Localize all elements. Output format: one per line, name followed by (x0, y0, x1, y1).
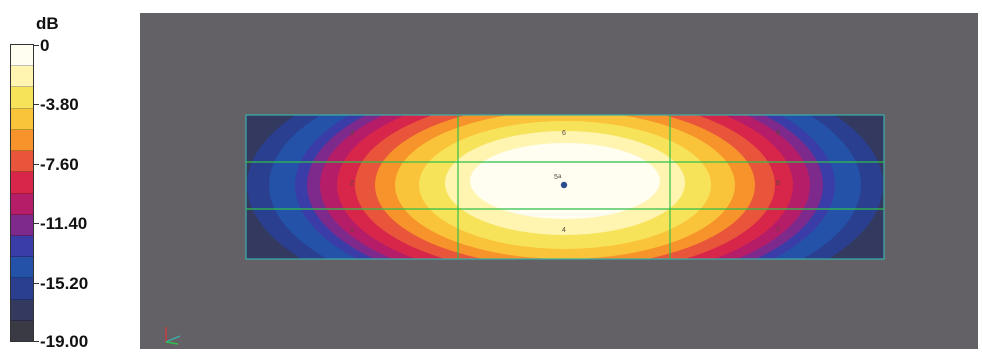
source-marker[interactable]: a (558, 174, 568, 189)
legend-swatch-5 (11, 151, 33, 173)
legend-label-11-40db: -11.40 (40, 214, 88, 233)
legend-swatch-1 (11, 66, 33, 88)
legend-swatch-12 (11, 299, 33, 321)
panel-label-3: 3 (350, 130, 354, 137)
axes-triad-x (165, 335, 181, 343)
panel-label-8: 8 (776, 180, 780, 187)
legend-tick-3 (34, 223, 39, 224)
legend-tick-4 (34, 283, 39, 284)
legend-swatch-0 (11, 45, 33, 67)
panel-grid (245, 114, 885, 260)
panel-labels: 3 6 9 2 5 8 1 4 7 (350, 130, 780, 234)
legend-swatch-10 (11, 257, 33, 279)
panel-label-7: 7 (776, 227, 780, 234)
color-legend-bar (10, 44, 34, 342)
legend-swatch-6 (11, 172, 33, 194)
legend-tick-2 (34, 164, 39, 165)
panel-label-1: 1 (350, 227, 354, 234)
simulation-viewport[interactable]: 3 6 9 2 5 8 1 4 7 a (140, 13, 978, 349)
legend-label-0db: 0 (40, 36, 50, 55)
panel-label-9: 9 (776, 130, 780, 137)
panel-label-5: 5 (554, 174, 558, 181)
legend-swatch-13 (11, 320, 33, 342)
axes-triad-y (165, 341, 179, 345)
panel-label-6: 6 (562, 130, 566, 137)
legend-label-19-00db: -19.00 (40, 332, 89, 351)
legend-swatch-2 (11, 87, 33, 109)
legend-swatch-11 (11, 278, 33, 300)
legend-swatch-4 (11, 129, 33, 152)
legend-tick-5 (34, 341, 39, 342)
panel-label-4: 4 (562, 227, 566, 234)
axes-triad-icon (165, 327, 181, 345)
legend-label-15-20db: -15.20 (40, 274, 89, 293)
legend-unit: dB (36, 14, 59, 33)
legend-label-3-80db: -3.80 (40, 95, 79, 114)
contour-band-0 (470, 143, 660, 219)
legend-swatch-3 (11, 108, 33, 130)
source-marker-label: a (558, 174, 562, 180)
panel-outline (245, 114, 885, 260)
legend-tick-1 (34, 104, 39, 105)
source-point-icon (560, 181, 568, 189)
legend-label-7-60db: -7.60 (40, 155, 79, 174)
legend-tick-0 (34, 45, 39, 46)
panel-label-2: 2 (350, 180, 354, 187)
legend-swatch-9 (11, 235, 33, 258)
legend-swatch-8 (11, 214, 33, 236)
legend-swatch-7 (11, 193, 33, 215)
